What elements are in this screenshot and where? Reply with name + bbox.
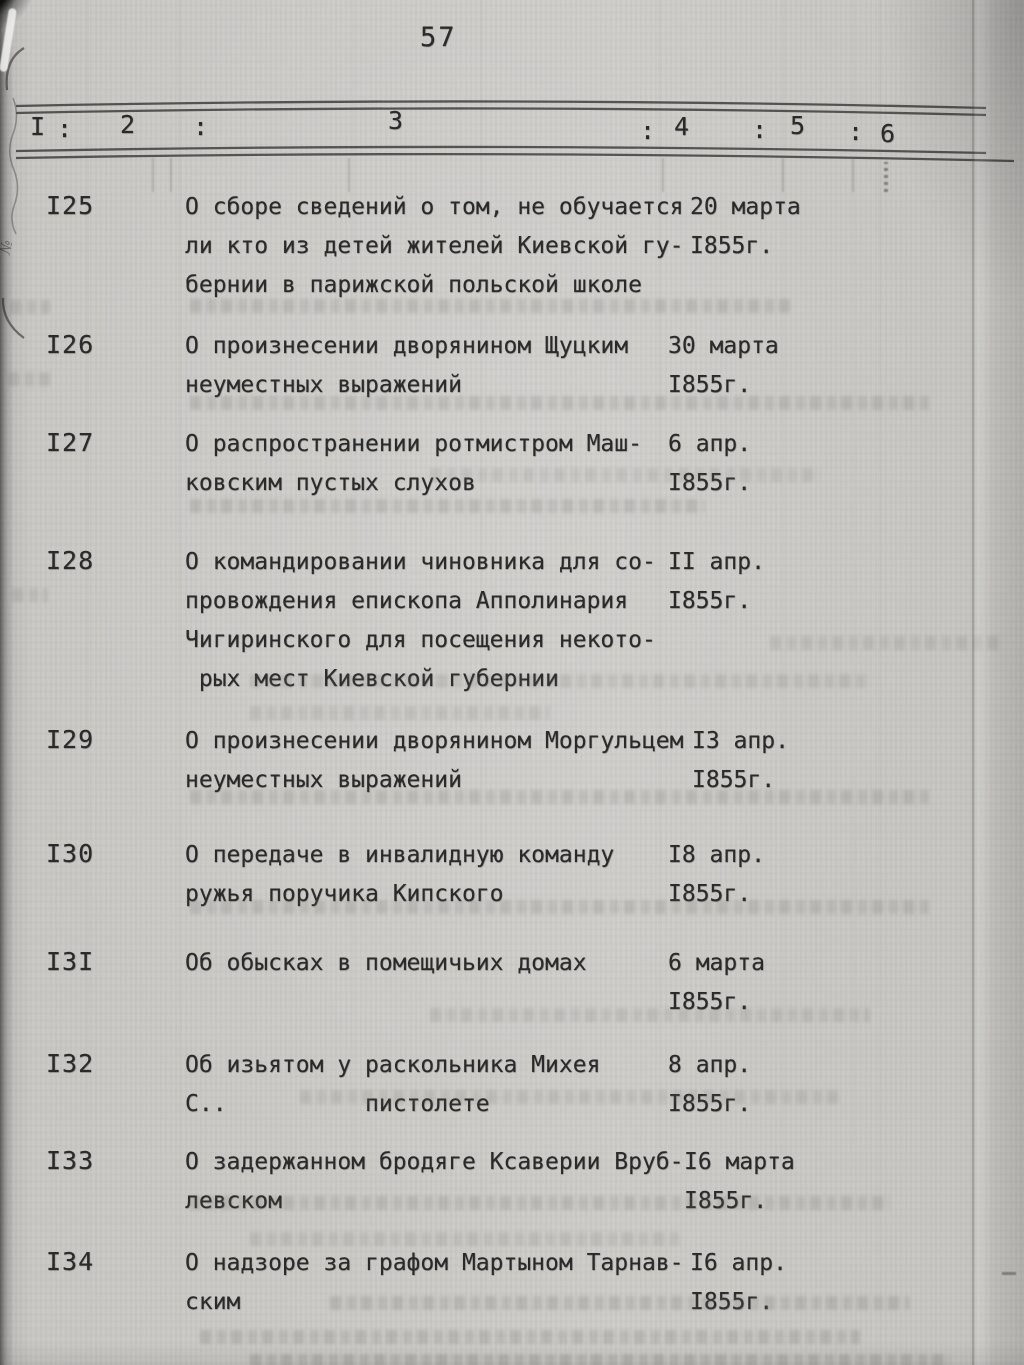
column-header-2: 2 — [120, 110, 136, 139]
column-guide-tick — [170, 158, 172, 192]
entry-date: 30 марта I855г. — [668, 333, 779, 398]
entry-description: О сборе сведений о том, не обучается ли … — [185, 194, 684, 298]
entry-number: I30 — [46, 839, 95, 868]
column-header-3: 3 — [388, 106, 404, 135]
column-separator-colon: : — [848, 117, 864, 146]
paper-fold-line — [878, 0, 881, 1365]
bleedthrough-text-ghost — [200, 1330, 860, 1344]
entry-description: О надзоре за графом Мартыном Тарнав- ски… — [185, 1250, 684, 1315]
entry-date: 8 апр. I855г. — [668, 1052, 752, 1117]
entry-date: I6 апр. I855г. — [690, 1250, 787, 1315]
bleedthrough-text-ghost — [430, 468, 820, 482]
entry-date: 6 апр. I855г. — [668, 431, 752, 496]
bleedthrough-number-ghost — [10, 300, 50, 314]
entry-description: Об изьятом у раскольника Михея С.. писто… — [185, 1052, 601, 1117]
entry-description: О произнесении дворянином Моргульцем неу… — [185, 728, 684, 793]
entry-description: О распространении ротмистром Маш- ковски… — [185, 431, 642, 496]
entry-description: О передаче в инвалидную команду ружья по… — [185, 842, 615, 907]
column-header-6: 6 — [880, 119, 896, 148]
margin-handwriting-flourish — [1, 47, 25, 339]
entry-date: II апр. I855г. — [668, 549, 765, 614]
column-separator-colon: : — [640, 116, 656, 145]
entry-number: I33 — [46, 1146, 95, 1175]
column-separator-colon: : — [57, 114, 73, 143]
bleedthrough-text-ghost — [190, 299, 790, 313]
page-right-edge-fold — [972, 0, 1024, 1365]
margin-annotation-number-sign: № — [0, 238, 17, 256]
column-guide-tick — [348, 158, 350, 192]
entry-date: I6 марта I855г. — [684, 1149, 795, 1214]
bleedthrough-text-ghost — [190, 900, 930, 914]
bleedthrough-text-ghost — [190, 790, 930, 804]
scan-speck — [884, 162, 888, 192]
bleedthrough-text-ghost — [430, 1008, 870, 1022]
bleedthrough-text-ghost — [190, 1196, 890, 1210]
entry-description: О командировании чиновника для со- прово… — [185, 549, 656, 692]
column-guide-tick — [152, 158, 154, 192]
bleedthrough-text-ghost — [300, 1090, 840, 1104]
entry-description: Об обысках в помещичьих домах — [185, 950, 587, 976]
bleedthrough-number-ghost — [12, 588, 48, 602]
entry-date: I3 апр. I855г. — [692, 728, 789, 793]
entry-number: I29 — [46, 725, 95, 754]
entry-number: I27 — [46, 428, 95, 457]
bleedthrough-text-ghost — [770, 636, 1000, 650]
entry-number: I25 — [46, 191, 95, 220]
entry-number: I3I — [46, 947, 95, 976]
bleedthrough-number-ghost — [8, 372, 52, 386]
column-header-5: 5 — [790, 111, 806, 140]
column-guide-tick — [852, 158, 854, 192]
page-number: 57 — [420, 22, 457, 53]
column-guide-tick — [782, 158, 784, 192]
entry-number: I28 — [46, 546, 95, 575]
entry-description: О произнесении дворянином Щуцким неумест… — [185, 333, 629, 398]
bleedthrough-text-ghost — [250, 706, 550, 720]
page-corner-shade — [884, 0, 1024, 300]
bleedthrough-text-ghost — [330, 1296, 910, 1310]
scan-speck — [1002, 1272, 1016, 1275]
bleedthrough-text-ghost — [190, 396, 930, 410]
entry-date: 20 марта I855г. — [690, 194, 801, 259]
column-guide-tick — [662, 158, 664, 192]
bleedthrough-text-ghost — [250, 1354, 950, 1365]
column-separator-colon: : — [193, 112, 209, 141]
bleedthrough-text-ghost — [250, 1232, 680, 1246]
paper-fold-line — [178, 0, 181, 1365]
entry-number: I34 — [46, 1247, 95, 1276]
column-separator-colon: : — [752, 115, 768, 144]
entry-date: I8 апр. I855г. — [668, 842, 765, 907]
entry-number: I32 — [46, 1049, 95, 1078]
bleedthrough-text-ghost — [190, 499, 705, 513]
entry-description: О задержанном бродяге Ксаверии Вруб- лев… — [185, 1149, 684, 1214]
entry-number: I26 — [46, 330, 95, 359]
column-header-4: 4 — [674, 112, 690, 141]
bleedthrough-text-ghost — [250, 674, 870, 688]
entry-date: 6 марта I855г. — [668, 950, 765, 1015]
